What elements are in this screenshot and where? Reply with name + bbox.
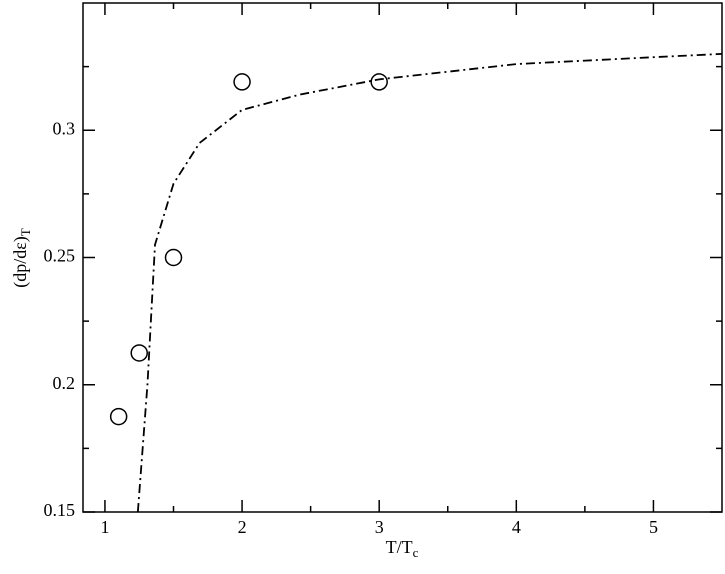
y-axis-label: (dp/dε)T [10,228,33,288]
y-tick-label: 0.15 [44,500,76,520]
data-point [164,248,183,267]
data-point [233,73,251,91]
data-point [109,407,128,426]
fit-curve [136,53,723,513]
x-label-main: T/T [386,537,413,557]
data-point [370,73,388,91]
x-tick-label: 3 [375,517,384,537]
plot-frame [82,2,723,513]
y-tick-label: 0.25 [44,246,76,266]
x-tick-label: 4 [512,517,521,537]
x-label-sub: c [413,545,419,560]
y-label-sub: T [18,228,33,236]
y-label-main: (dp/dε) [10,236,31,288]
x-tick-label: 1 [100,517,109,537]
x-tick-label: 2 [238,517,247,537]
y-tick-label: 0.2 [53,373,76,393]
x-tick-label: 5 [649,517,658,537]
x-axis-label: T/Tc [386,537,419,560]
data-point [130,344,148,362]
y-tick-label: 0.3 [53,118,76,138]
